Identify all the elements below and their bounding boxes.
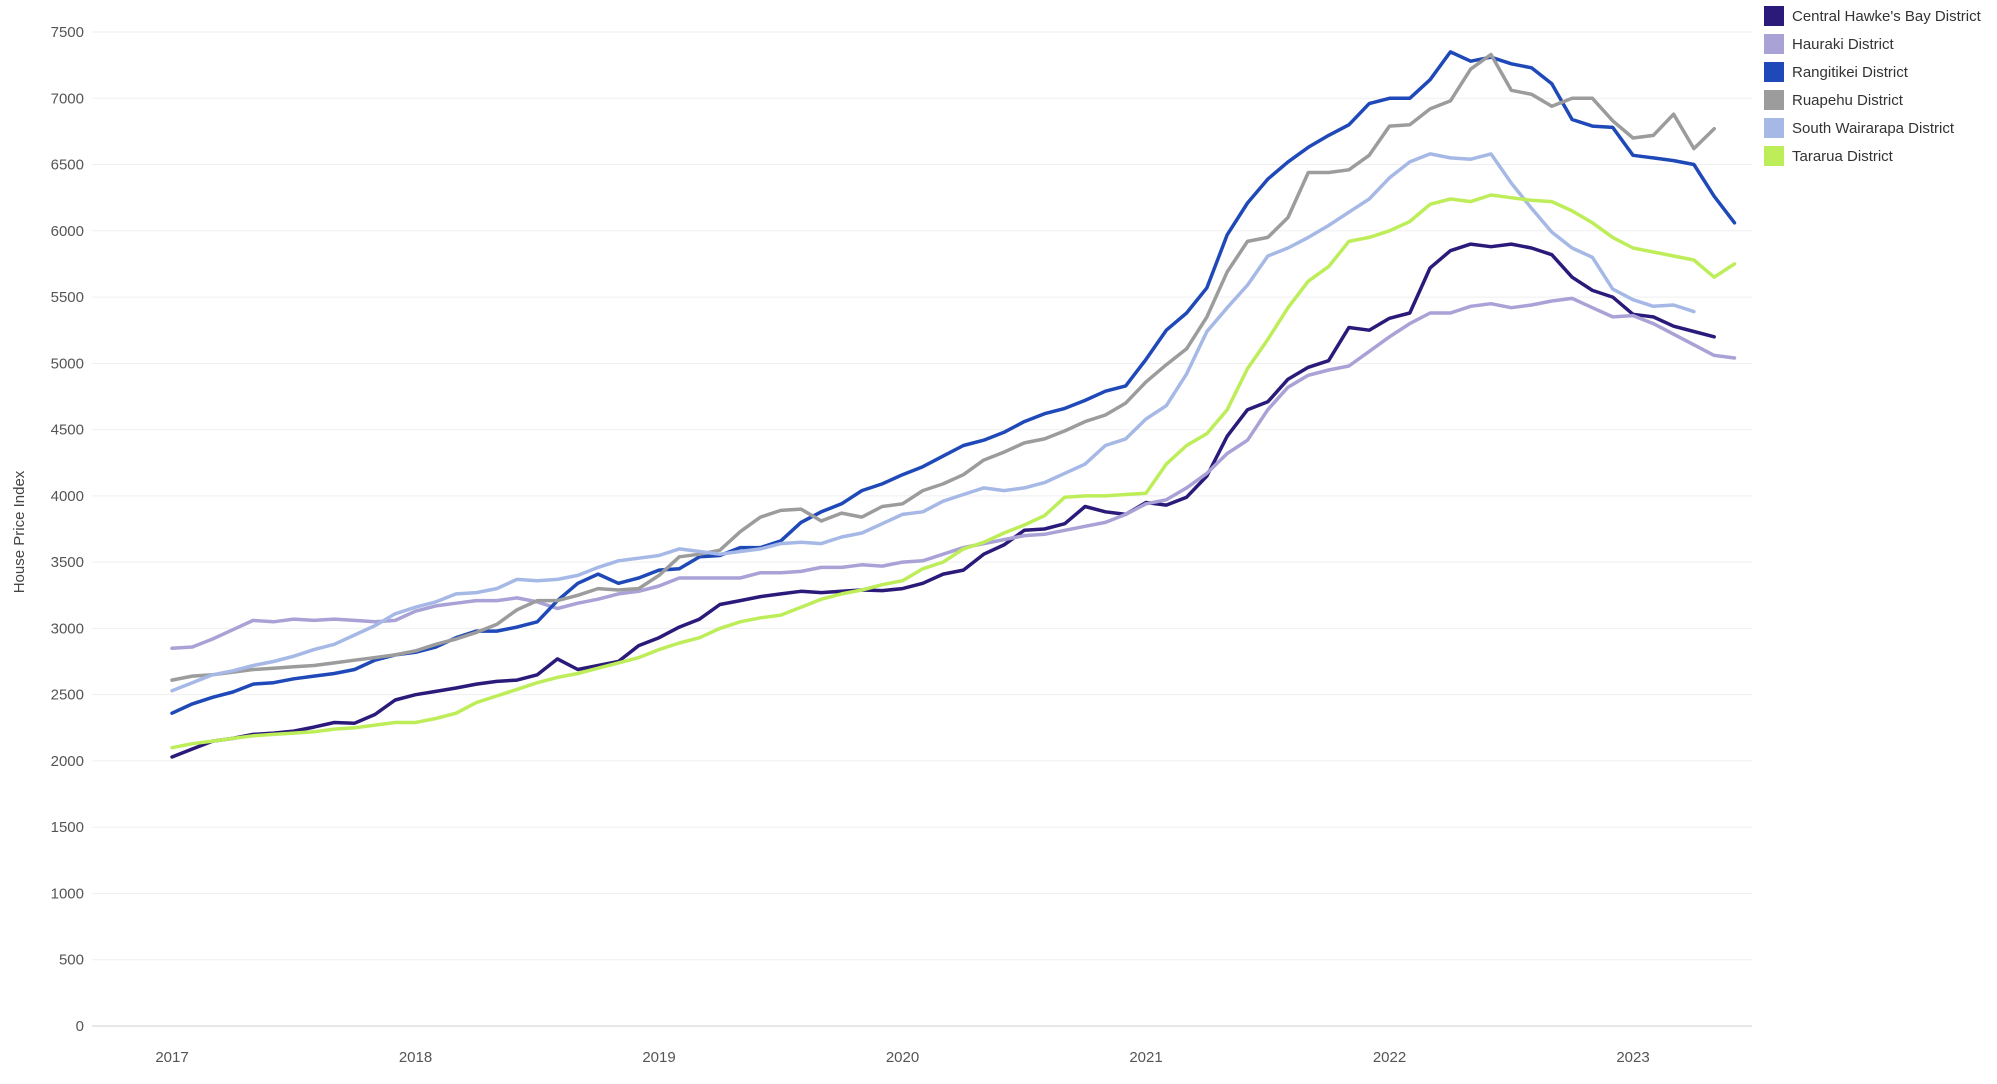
gridlines: [92, 31, 1752, 1027]
y-tick-label: 500: [59, 952, 84, 969]
y-tick-label: 2000: [51, 753, 84, 770]
x-tick-label: 2023: [1616, 1049, 1649, 1066]
y-tick-label: 7000: [51, 90, 84, 107]
y-tick-label: 0: [76, 1018, 84, 1035]
legend-item: Tararua District: [1764, 142, 1994, 170]
x-tick-label: 2020: [886, 1049, 919, 1066]
legend-swatch: [1764, 90, 1784, 110]
y-axis-title: House Price Index: [11, 470, 28, 593]
y-tick-label: 3000: [51, 620, 84, 637]
legend-item: South Wairarapa District: [1764, 114, 1994, 142]
series-lines: [170, 50, 1737, 759]
series-line-1: [170, 296, 1737, 651]
legend-swatch: [1764, 146, 1784, 166]
y-tick-label: 1500: [51, 819, 84, 836]
series-line-2: [170, 50, 1737, 715]
x-tick-label: 2021: [1129, 1049, 1162, 1066]
legend-item: Central Hawke's Bay District: [1764, 2, 1994, 30]
series-line-5: [170, 193, 1737, 750]
x-tick-label: 2017: [155, 1049, 188, 1066]
legend-item: Ruapehu District: [1764, 86, 1994, 114]
x-tick-label: 2018: [399, 1049, 432, 1066]
y-tick-label: 3500: [51, 554, 84, 571]
y-tick-label: 2500: [51, 687, 84, 704]
y-tick-label: 6500: [51, 157, 84, 174]
legend-label: South Wairarapa District: [1792, 119, 1954, 137]
legend-item: Hauraki District: [1764, 30, 1994, 58]
legend-label: Ruapehu District: [1792, 91, 1903, 109]
series-line-3: [170, 52, 1716, 682]
y-tick-label: 1000: [51, 885, 84, 902]
x-tick-label: 2022: [1373, 1049, 1406, 1066]
legend-label: Rangitikei District: [1792, 63, 1908, 81]
legend-label: Tararua District: [1792, 147, 1893, 165]
legend-label: Hauraki District: [1792, 35, 1894, 53]
y-tick-label: 4000: [51, 488, 84, 505]
y-tick-label: 6000: [51, 223, 84, 240]
y-tick-label: 5000: [51, 355, 84, 372]
legend-swatch: [1764, 34, 1784, 54]
y-tick-label: 4500: [51, 422, 84, 439]
y-tick-label: 7500: [51, 24, 84, 41]
series-line-0: [170, 242, 1716, 759]
axes: 0 500 1000 1500 2000 2500 3000 3500 4000 4500 5000…: [51, 24, 1650, 1066]
legend-swatch: [1764, 118, 1784, 138]
x-tick-label: 2019: [642, 1049, 675, 1066]
legend-swatch: [1764, 62, 1784, 82]
y-tick-label: 5500: [51, 289, 84, 306]
legend: Central Hawke's Bay District Hauraki Dist…: [1764, 2, 1994, 170]
legend-item: Rangitikei District: [1764, 58, 1994, 86]
legend-swatch: [1764, 6, 1784, 26]
series-line-4: [170, 152, 1696, 693]
legend-label: Central Hawke's Bay District: [1792, 7, 1981, 25]
